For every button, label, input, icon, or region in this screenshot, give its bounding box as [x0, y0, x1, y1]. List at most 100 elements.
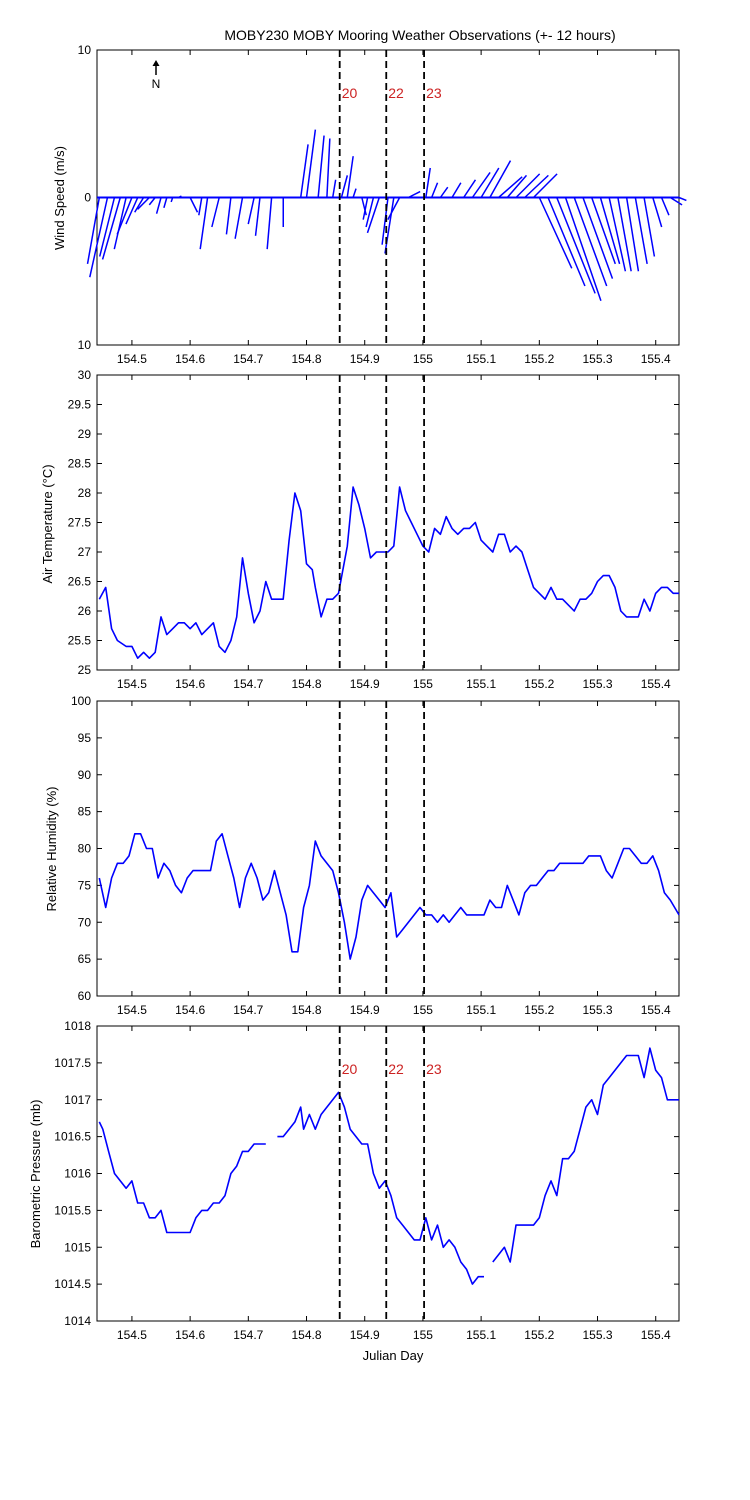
wind-vector: [134, 197, 145, 213]
wind-xtick-label: 154.6: [175, 352, 205, 366]
wind-vector: [634, 197, 648, 265]
wind-xtick-label: 154.8: [292, 352, 322, 366]
wind-vector: [366, 197, 380, 234]
humidity-xtick-label: 155.1: [466, 1003, 496, 1017]
air-temp-xtick-label: 154.6: [175, 677, 205, 691]
wind-vector: [564, 197, 602, 301]
wind-vector: [361, 197, 367, 216]
air-temp-ytick-label: 25.5: [68, 634, 92, 648]
wind-xtick-label: 155.3: [583, 352, 613, 366]
pressure-xtick-label: 155: [413, 1328, 433, 1342]
wind-vector: [625, 197, 640, 272]
wind-vector: [234, 197, 244, 239]
pressure-xtick-label: 154.7: [233, 1328, 263, 1342]
wind-vector: [299, 144, 309, 198]
humidity-xtick-label: 154.5: [117, 1003, 147, 1017]
air-temp-xtick-label: 155.1: [466, 677, 496, 691]
wind-vector: [101, 197, 122, 260]
pressure-ytick-label: 1016.5: [54, 1130, 91, 1144]
north-label: N: [152, 77, 161, 91]
wind-event-marker-label: 20: [342, 85, 358, 101]
wind-ylabel: Wind Speed (m/s): [52, 146, 67, 250]
wind-vector: [331, 179, 337, 198]
wind-vector: [678, 196, 687, 202]
pressure-event-marker-label: 20: [342, 1061, 358, 1077]
air-temp-xtick-label: 155.3: [583, 677, 613, 691]
wind-event-marker-label: 22: [388, 85, 404, 101]
wind-vector: [125, 197, 139, 225]
wind-vector: [660, 197, 670, 216]
air-temp-ylabel: Air Temperature (°C): [40, 464, 55, 583]
wind-vector: [326, 138, 331, 198]
wind-vector: [590, 197, 617, 265]
pressure-ylabel: Barometric Pressure (mb): [28, 1100, 43, 1249]
pressure-panel: Barometric Pressure (mb) Julian Day 1014…: [28, 1019, 680, 1363]
air-temp-panel: Air Temperature (°C) 25 25.5 26 26.5 27 27.5 2…: [40, 368, 680, 691]
humidity-xtick-label: 155.3: [583, 1003, 613, 1017]
wind-vector: [547, 197, 586, 287]
humidity-ytick-label: 75: [78, 878, 92, 892]
wind-vector: [617, 197, 632, 272]
wind-vector: [305, 129, 317, 198]
pressure-event-marker-label: 23: [426, 1061, 442, 1077]
pressure-xtick-label: 154.9: [350, 1328, 380, 1342]
pressure-ytick-label: 1014.5: [54, 1277, 91, 1291]
wind-vector: [556, 197, 596, 294]
wind-vector: [365, 197, 375, 228]
wind-vector: [113, 197, 127, 250]
wind-vector: [573, 197, 608, 287]
air-temp-ytick-label: 29.5: [68, 398, 92, 412]
north-indicator: N: [152, 60, 161, 91]
wind-panel: Wind Speed (m/s) N 10 0 10 154.5 154.6 154.7 1…: [52, 43, 687, 366]
wind-vector: [155, 197, 162, 214]
humidity-ytick-label: 80: [78, 842, 92, 856]
humidity-xtick-label: 154.6: [175, 1003, 205, 1017]
pressure-ytick-label: 1015.5: [54, 1203, 91, 1217]
air-temp-xtick-label: 154.9: [350, 677, 380, 691]
humidity-plot-frame: [96, 700, 680, 997]
humidity-panel: Relative Humidity (%) 60 65 70 75 80 85 90 95 10…: [44, 694, 680, 1017]
pressure-ytick-label: 1017.5: [54, 1056, 91, 1070]
wind-xtick-label: 155.2: [524, 352, 554, 366]
wind-vector: [170, 197, 174, 203]
wind-vector: [266, 197, 273, 250]
wind-vector: [317, 135, 325, 198]
wind-vector: [340, 175, 349, 198]
pressure-xtick-label: 154.5: [117, 1328, 147, 1342]
humidity-ytick-label: 65: [78, 952, 92, 966]
wind-vector: [451, 182, 462, 198]
wind-vector: [211, 197, 220, 228]
humidity-ytick-label: 95: [78, 731, 92, 745]
wind-event-marker-label: 23: [426, 85, 442, 101]
pressure-ytick-label: 1016: [64, 1167, 91, 1181]
air-temp-xtick-label: 155.4: [641, 677, 671, 691]
pressure-ytick-label: 1018: [64, 1019, 91, 1033]
wind-vector: [430, 182, 439, 198]
pressure-xtick-label: 154.6: [175, 1328, 205, 1342]
pressure-ytick-label: 1017: [64, 1093, 91, 1107]
wind-vector: [463, 179, 477, 198]
wind-ytick-label: 10: [78, 43, 92, 57]
pressure-series-line: [98, 1121, 266, 1234]
air-temp-ytick-label: 28: [78, 486, 92, 500]
wind-vector: [439, 186, 449, 198]
wind-vector: [163, 197, 168, 209]
wind-vector: [652, 197, 663, 228]
pressure-xtick-label: 155.3: [583, 1328, 613, 1342]
wind-vector: [480, 167, 500, 198]
wind-vector: [137, 196, 150, 210]
wind-ytick-label: 10: [78, 338, 92, 352]
wind-vector: [524, 174, 549, 199]
pressure-ytick-label: 1014: [64, 1314, 91, 1328]
pressure-xtick-label: 154.8: [292, 1328, 322, 1342]
humidity-xtick-label: 154.7: [233, 1003, 263, 1017]
wind-vector: [599, 197, 621, 265]
wind-vector: [89, 197, 109, 278]
humidity-ytick-label: 70: [78, 915, 92, 929]
wind-vector: [247, 197, 255, 225]
wind-vector: [582, 197, 614, 279]
wind-vector: [387, 197, 401, 220]
wind-vector: [189, 197, 199, 213]
wind-vector: [225, 197, 232, 235]
wind-vector: [498, 176, 523, 199]
